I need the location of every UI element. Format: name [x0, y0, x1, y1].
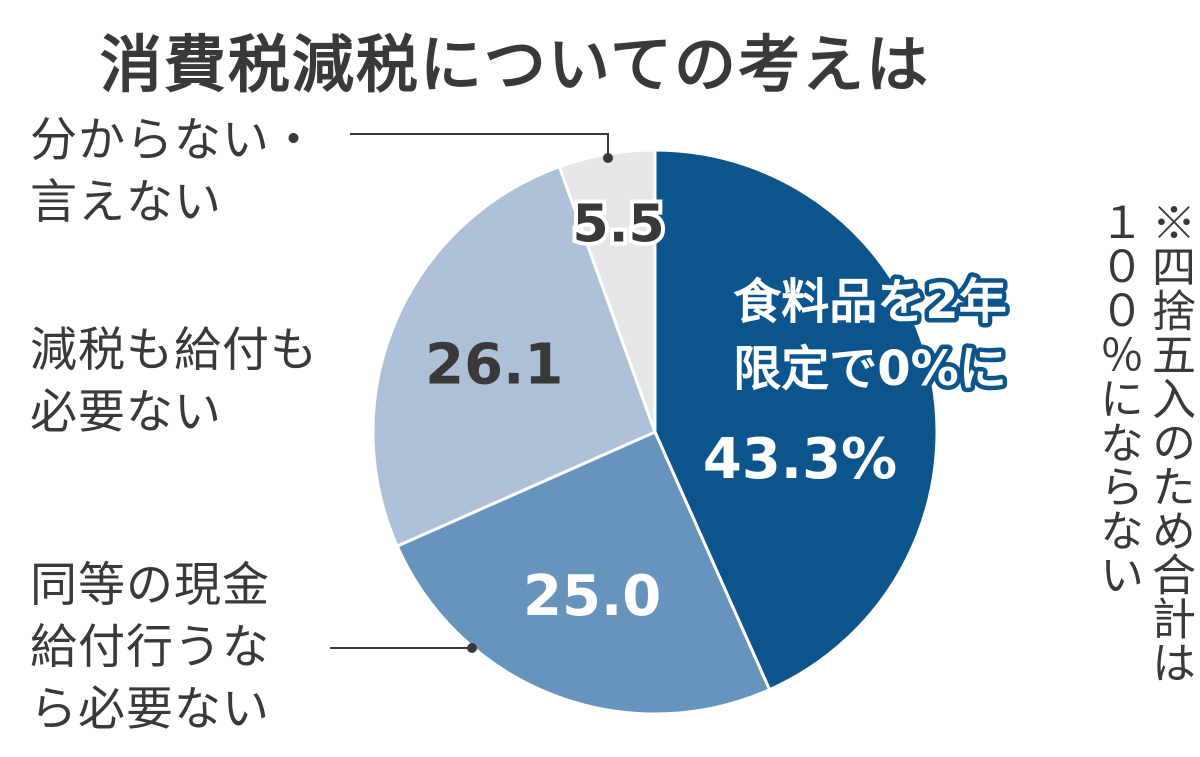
- leader-cash-instead-dot: [467, 643, 477, 653]
- value-label-food: 43.3%: [703, 427, 897, 492]
- label-cash-instead: 同等の現金 給付行うな ら必要ない: [30, 558, 270, 737]
- slice-neither-needed: [371, 164, 657, 549]
- value-label-cash: 25.0: [523, 564, 661, 629]
- slice-food-zero-percent: [653, 148, 939, 692]
- footnote: ※四捨五入のため合計は １００％にならない: [1082, 200, 1195, 740]
- label-dont-know: 分からない・ 言えない: [30, 113, 318, 230]
- inner-label-line-2: 限定で0%に: [733, 341, 1007, 397]
- footnote-line-1: ※四捨五入のため合計は: [1144, 200, 1195, 684]
- inner-label-line-1: 食料品を2年: [733, 274, 1006, 330]
- leader-dont-know: [350, 133, 609, 158]
- value-label-dont-know: 5.5: [573, 195, 665, 255]
- chart-title: 消費税減税についての考えは: [99, 28, 931, 101]
- label-neither-needed: 減税も給付も 必要ない: [30, 323, 318, 440]
- footnote-line-2: １００％にならない: [1092, 200, 1143, 596]
- leader-dont-know-dot: [603, 153, 613, 163]
- value-label-neither: 26.1: [425, 332, 563, 397]
- slice-cash-instead: [395, 430, 772, 716]
